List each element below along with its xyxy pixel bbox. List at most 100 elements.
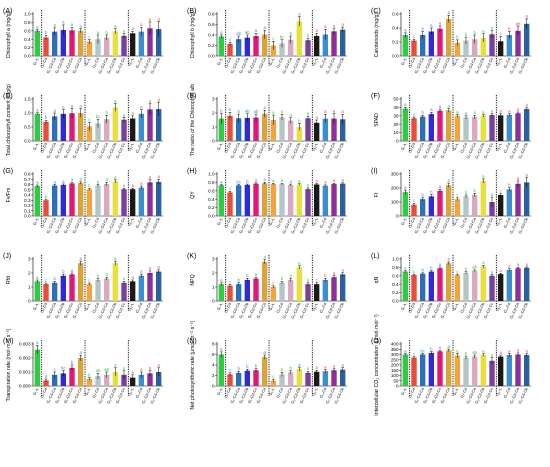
bar [86,189,93,216]
y-tick-label: 50 [393,97,399,102]
significance-letter: a [140,181,143,186]
bar [428,196,435,216]
bar [287,39,294,56]
significance-letter: a [263,255,266,260]
bar [147,109,153,141]
bar [235,39,242,56]
panel: (L) qN 0.0 0.2 0.4 0.6 0.8 1.0 a G₁-L c G₁-Cd b G₁-Cd… [371,253,531,319]
x-tick-label: G₁-Cd-Cd [255,142,267,159]
panel-label: (C) [371,8,381,15]
significance-letter: a [140,269,143,274]
significance-letter: a [114,24,117,29]
bar [103,278,110,301]
bar [261,34,268,56]
x-tick-label: G₂-Cd-Cb [474,302,486,320]
x-tick-label: G₁-Cd-Cd [439,217,451,234]
significance-letter: a [482,174,485,179]
panel: (F)SPAD01020304050aG₁-LcG₁-CdbG₁-Cd-CaaG… [371,93,531,159]
bar [103,374,110,386]
x-tick-label: G₁-Cd-Cb [54,302,66,319]
significance-letter: b [237,278,240,283]
x-tick-label: G₂-Cd-Cc [482,387,494,404]
significance-letter: a [62,104,65,109]
significance-letter: a [333,270,336,275]
x-tick-label: G₃-L [311,141,319,151]
bar [489,360,495,386]
bar [253,370,259,386]
bar [437,110,443,141]
x-tick-label: G₁-Cd-Cc [431,57,443,74]
bar [103,183,110,216]
x-tick-label: G₂-Cd-Cc [298,217,310,234]
x-tick-label: G₃-Cd-Cb [517,217,529,235]
x-tick-label: G₃-L [311,386,319,396]
bar [411,274,417,301]
significance-letter: a [404,348,407,353]
bar [523,109,530,141]
bar [480,181,487,216]
y-tick-label: 0.8 [208,180,215,185]
x-tick-label: G₁-Cd-Cc [63,302,75,319]
x-tick-label: G₁-Cd-Cc [247,217,259,234]
significance-letter: b [465,266,468,271]
y-tick-label: 150 [391,368,399,373]
x-tick-label: G₂-L [268,301,276,311]
y-tick-label: 300 [391,172,399,177]
significance-letter: a [341,362,344,367]
y-tick-label: 0.3 [24,198,31,203]
significance-letter: a [315,365,318,370]
y-tick-label: 0.002 [19,356,31,361]
y-tick-label: 0.0 [392,54,399,59]
bar [86,41,93,56]
panel: (C)Carotenoids (mg/g) 0.0 0.2 0.4 0.6 a G₁-L c G… [371,8,531,74]
x-tick-label: G₁-Cd [223,302,232,314]
significance-letter: c [229,37,232,42]
x-tick-label: G₂-Cd-Cc [114,142,126,159]
significance-letter: b [421,268,424,273]
y-tick-label: 0.8 [24,20,31,25]
significance-letter: a [333,109,336,114]
x-tick-label: G₁-Cd [39,387,48,399]
panel-label: (J) [3,253,11,260]
y-tick-label: 0.7 [24,177,31,182]
x-tick-label: G₂-Cd-Cb [106,142,118,160]
bar [121,189,127,216]
x-tick-label: G₂-L [268,386,276,396]
x-tick-label: G₁-Cd-Cd [71,387,83,404]
x-tick-label: G₂-Cd [275,57,284,69]
significance-letter: b [53,276,56,281]
y-tick-label: 0 [396,139,399,144]
x-tick-label: G₃-Cd [134,142,143,154]
significance-letter: ab [245,109,250,114]
significance-letter: a [131,370,134,375]
bar [227,115,233,141]
x-tick-label: G₂-Cd [91,302,100,314]
y-axis-label: Intercellular CO₂ concentration (µmol·mo… [374,314,380,416]
bar [270,45,277,56]
significance-letter: a [404,102,407,107]
x-tick-label: G₂-Cd-Cc [298,142,310,159]
bar [419,354,426,386]
x-tick-label: G₃-L [495,386,503,396]
bar [279,184,285,216]
x-tick-label: G₁-Cd-Cd [439,387,451,404]
bar [515,354,521,386]
bar [129,118,136,141]
bar [235,118,242,141]
significance-letter: b [45,30,48,35]
x-tick-label: G₂-Cd-Cb [474,57,486,75]
panel: (D)Total chlorophyll content (mg/g) 0.0 0.… [3,84,163,160]
bar [34,281,41,301]
significance-letter: a [430,107,433,112]
significance-letter: a [482,349,485,354]
significance-letter: c [456,269,459,274]
y-tick-label: 8 [212,342,215,347]
x-tick-label: G₂-L [84,141,92,151]
x-tick-label: G₂-L [84,56,92,66]
bar [103,37,110,56]
significance-letter: a [71,268,74,273]
significance-letter: a [123,276,126,281]
x-tick-label: G₂-Cd [275,142,284,154]
panel-label: (G) [3,168,13,175]
